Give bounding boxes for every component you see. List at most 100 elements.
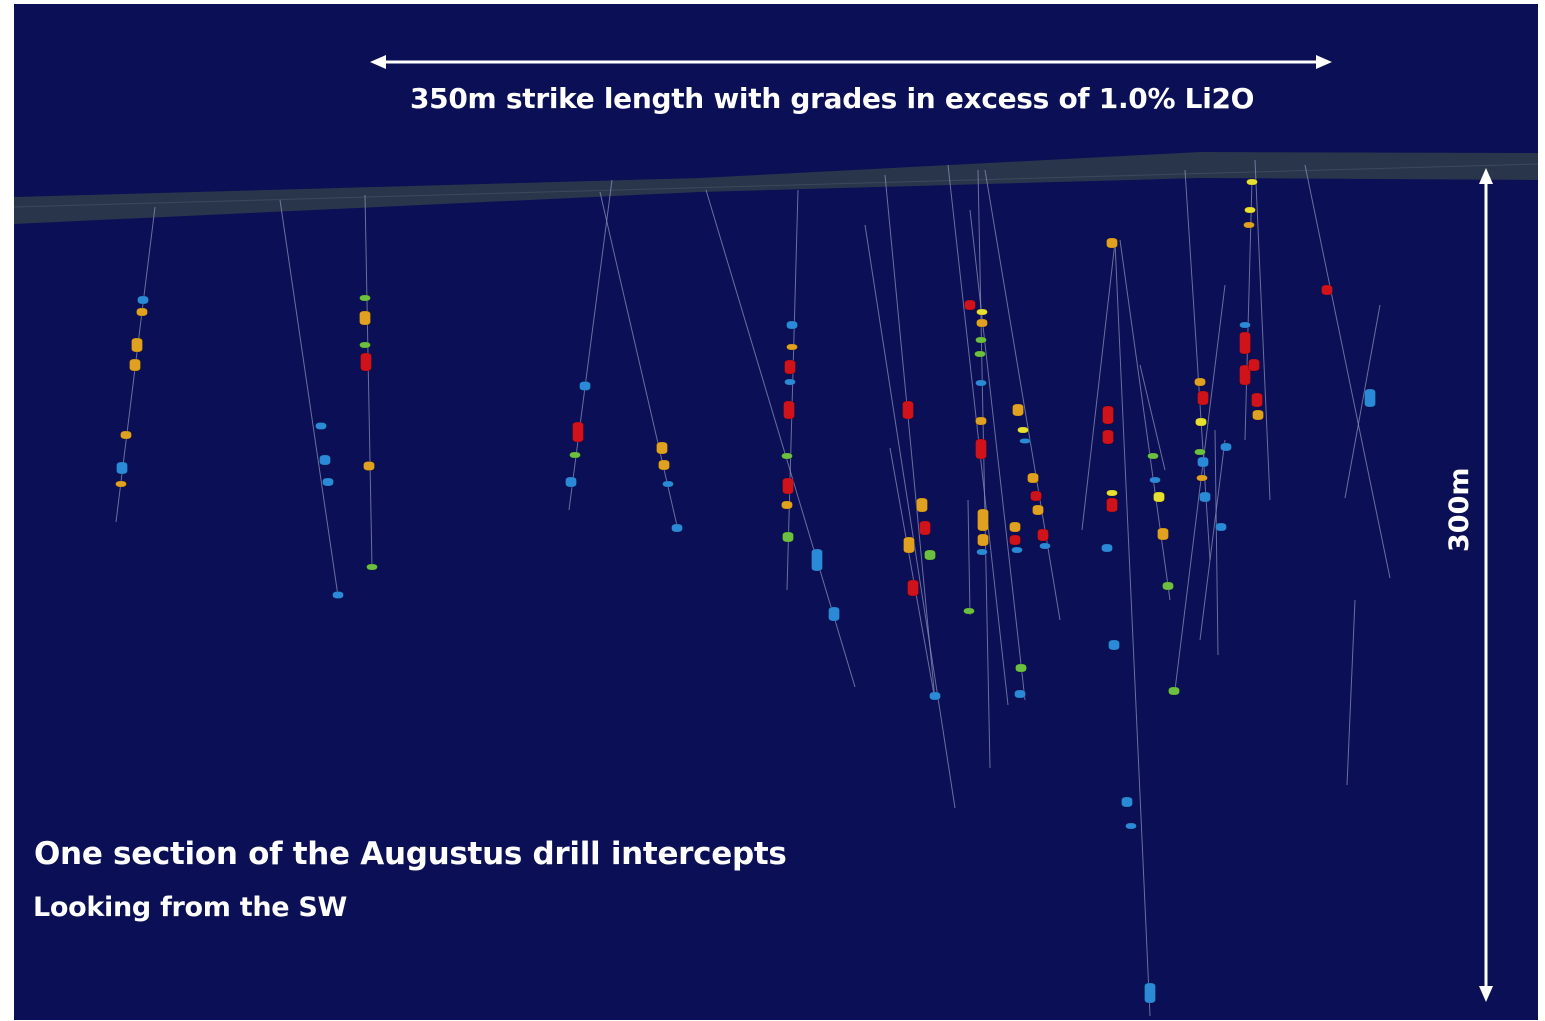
grade-intercept-marker — [1106, 497, 1118, 513]
grade-intercept-marker — [1197, 456, 1209, 468]
grade-intercept-marker — [1252, 409, 1264, 421]
grade-intercept-marker — [137, 295, 149, 305]
drill-hole-trace — [1344, 304, 1381, 499]
view-direction-label: Looking from the SW — [33, 892, 347, 923]
grade-intercept-marker — [322, 477, 334, 487]
grade-intercept-marker — [919, 520, 931, 536]
grade-intercept-marker — [975, 416, 987, 426]
grade-intercept-marker — [977, 508, 989, 532]
drill-hole-trace — [1139, 364, 1166, 471]
grade-intercept-marker — [976, 318, 988, 328]
grade-intercept-marker — [1017, 426, 1029, 434]
grade-intercept-marker — [1101, 543, 1113, 553]
grade-intercept-marker — [784, 359, 796, 375]
grade-intercept-marker — [1102, 429, 1114, 445]
grade-intercept-marker — [319, 454, 331, 466]
drill-hole-trace — [1114, 241, 1151, 1017]
grade-intercept-marker — [579, 381, 591, 391]
drill-hole-trace — [1119, 239, 1171, 601]
grade-intercept-marker — [315, 422, 327, 430]
drill-hole-trace — [1214, 429, 1219, 656]
drill-hole-trace — [967, 499, 971, 616]
grade-intercept-marker — [129, 358, 141, 372]
grade-intercept-marker — [1220, 442, 1232, 452]
grade-intercept-marker — [1364, 388, 1376, 408]
grade-intercept-marker — [1009, 534, 1021, 546]
drill-hole-trace — [1081, 241, 1116, 531]
grade-intercept-marker — [964, 299, 976, 311]
grade-intercept-marker — [116, 461, 128, 475]
grade-intercept-marker — [1019, 438, 1031, 444]
grade-intercept-marker — [1037, 528, 1049, 542]
grade-intercept-marker — [975, 438, 987, 460]
grade-intercept-marker — [1106, 489, 1118, 497]
drill-hole-trace — [1174, 284, 1226, 691]
ground-surface-line — [14, 163, 1538, 208]
grade-intercept-marker — [786, 320, 798, 330]
grade-intercept-marker — [1011, 546, 1023, 554]
grade-intercept-marker — [1015, 663, 1027, 673]
drill-hole-trace — [786, 189, 799, 591]
grade-intercept-marker — [976, 548, 988, 556]
drill-section-view: 350m strike length with grades in excess… — [14, 4, 1538, 1020]
depth-arrow-top-head — [1479, 168, 1493, 184]
drill-hole-trace — [1346, 599, 1356, 786]
grade-intercept-marker — [786, 343, 798, 351]
drill-hole-trace — [599, 191, 679, 531]
grade-intercept-marker — [360, 352, 372, 372]
grade-intercept-marker — [1149, 476, 1161, 484]
drill-hole-trace — [947, 164, 1009, 706]
grade-intercept-marker — [658, 459, 670, 471]
drill-hole-trace — [984, 169, 1061, 621]
grade-intercept-marker — [1153, 491, 1165, 503]
drill-hole-trace — [1254, 159, 1271, 501]
grade-intercept-marker — [828, 606, 840, 622]
drill-hole-trace — [977, 169, 991, 769]
drill-section-svg — [14, 55, 1538, 1017]
grade-intercept-marker — [782, 531, 794, 543]
grade-intercept-marker — [1239, 364, 1251, 386]
grade-intercept-marker — [671, 523, 683, 533]
section-title: One section of the Augustus drill interc… — [34, 836, 787, 872]
grade-intercept-marker — [656, 441, 668, 455]
grade-intercept-marker — [136, 307, 148, 317]
grade-intercept-marker — [784, 378, 796, 386]
grade-intercept-marker — [1014, 689, 1026, 699]
grade-intercept-marker — [1239, 331, 1251, 355]
grade-intercept-marker — [1106, 237, 1118, 249]
grade-intercept-marker — [1197, 390, 1209, 406]
grade-intercept-marker — [1012, 403, 1024, 417]
grade-intercept-marker — [1248, 358, 1260, 372]
grade-intercept-marker — [1246, 178, 1258, 186]
depth-arrow-bottom-head — [1479, 986, 1493, 1002]
grade-intercept-marker — [1162, 581, 1174, 591]
strike-arrow-left-head — [370, 55, 386, 69]
grade-intercept-marker — [1032, 504, 1044, 516]
drill-hole-trace — [279, 199, 339, 597]
drill-hole-trace — [969, 209, 1026, 701]
drill-hole-trace — [864, 224, 956, 809]
grade-intercept-marker — [977, 533, 989, 547]
grade-intercept-marker — [1030, 490, 1042, 502]
grade-intercept-marker — [976, 308, 988, 316]
grade-intercept-marker — [1144, 982, 1156, 1004]
grade-intercept-marker — [902, 400, 914, 420]
grade-intercept-marker — [1194, 448, 1206, 456]
drill-hole-trace — [705, 189, 856, 688]
grade-intercept-marker — [1168, 686, 1180, 696]
grade-intercept-marker — [131, 337, 143, 353]
grade-intercept-marker — [1321, 284, 1333, 296]
grade-intercept-marker — [1243, 221, 1255, 229]
grade-intercept-marker — [359, 341, 371, 349]
grade-intercept-marker — [929, 691, 941, 701]
drill-hole-trace — [1199, 439, 1226, 641]
drill-hole-trace — [568, 179, 613, 511]
grade-intercept-marker — [1194, 377, 1206, 387]
grade-intercept-marker — [781, 500, 793, 510]
strike-arrow-right-head — [1316, 55, 1332, 69]
grade-intercept-marker — [572, 421, 584, 443]
grade-intercept-marker — [1157, 527, 1169, 541]
grade-intercept-marker — [924, 549, 936, 561]
grade-intercept-marker — [811, 548, 823, 572]
strike-length-label: 350m strike length with grades in excess… — [410, 82, 1255, 115]
